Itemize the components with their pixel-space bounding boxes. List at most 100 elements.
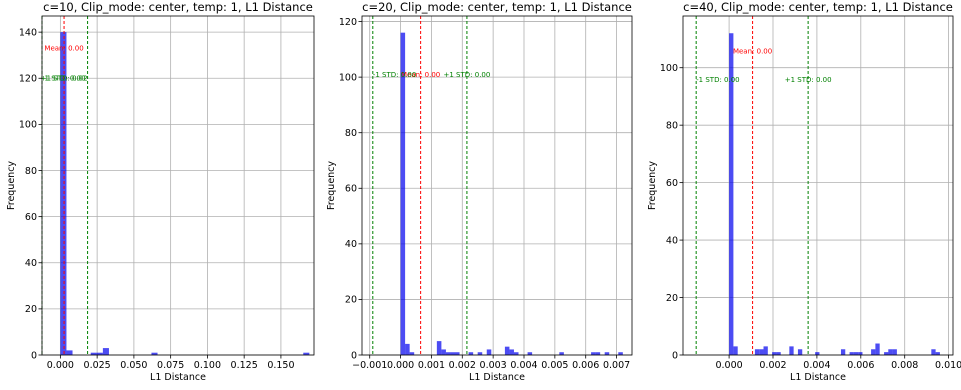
histogram-bar	[853, 352, 859, 355]
histogram-bar	[884, 352, 889, 355]
histogram-bar	[871, 349, 876, 355]
x-tick-label: 0.010	[935, 360, 961, 371]
y-tick-label: 80	[345, 128, 357, 139]
histogram-bar	[559, 352, 564, 355]
histogram-bar	[504, 346, 510, 355]
y-tick-label: 100	[660, 63, 678, 74]
y-tick-label: 60	[345, 184, 357, 195]
y-tick-label: 80	[666, 120, 678, 131]
x-tick-label: 0.000	[715, 360, 742, 371]
y-tick-label: 80	[25, 166, 37, 177]
y-tick-label: 0	[31, 350, 37, 361]
x-tick-label: 0.002	[759, 360, 786, 371]
histogram-bar	[436, 341, 442, 355]
x-tick-label: 0.150	[267, 360, 294, 371]
histogram-bar	[400, 32, 406, 356]
y-tick-label: 60	[25, 212, 37, 223]
x-tick-label: 0.008	[891, 360, 918, 371]
histogram-bar	[409, 352, 415, 355]
histogram-bar	[763, 346, 768, 355]
y-tick-label: 140	[19, 27, 37, 38]
y-tick-label: 100	[19, 120, 37, 131]
histogram-bar	[60, 32, 67, 356]
x-axis-label: L1 Distance	[150, 372, 206, 383]
chart-panel-1: Mean: 0.00 -1 STD: 0.00+1 STD: 0.02 0.000 0…	[6, 0, 315, 383]
histogram-bar	[445, 352, 451, 355]
y-tick-label: 20	[345, 295, 357, 306]
std-label: -1 STD: 0.00	[42, 75, 85, 83]
histogram-bar	[840, 349, 846, 355]
histogram-bar	[66, 350, 73, 355]
histogram-bar	[935, 352, 940, 355]
mean-label: Mean: 0.00	[733, 47, 772, 55]
histogram-bar	[797, 349, 803, 355]
x-axis-label: L1 Distance	[790, 372, 846, 383]
x-tick-label: 0.075	[157, 360, 184, 371]
histogram-bar	[405, 343, 410, 355]
x-tick-label: 0.006	[572, 360, 599, 371]
std-label: +1 STD: 0.02	[41, 75, 88, 83]
histogram-bar	[477, 352, 483, 355]
histogram-bar	[789, 346, 794, 355]
histogram-bar	[604, 352, 610, 355]
histogram-bar	[754, 349, 760, 355]
histogram-bar	[450, 352, 456, 355]
histogram-bar	[815, 352, 820, 355]
histogram-bar	[455, 352, 460, 355]
histogram-bar	[90, 352, 97, 355]
y-tick-label: 120	[339, 17, 357, 28]
histogram-bar	[759, 349, 764, 355]
y-tick-label: 40	[345, 239, 357, 250]
histogram-bar	[591, 352, 596, 355]
histogram-bar	[527, 352, 533, 355]
histogram-bar	[776, 352, 781, 355]
x-tick-label: 0.005	[541, 360, 568, 371]
y-tick-label: 40	[666, 235, 678, 246]
plot-frame	[41, 15, 315, 356]
y-axis-label: Frequency	[6, 161, 17, 210]
x-tick-label: 0.002	[449, 360, 476, 371]
x-tick-label: 0.004	[510, 360, 537, 371]
x-tick-label: −0.001	[352, 360, 387, 371]
y-tick-label: 20	[666, 293, 678, 304]
std-label: +1 STD: 0.00	[444, 71, 491, 79]
x-axis-label: L1 Distance	[469, 372, 525, 383]
chart-title: c=10, Clip_mode: center, temp: 1, L1 Dis…	[43, 0, 313, 14]
x-tick-label: 0.000	[47, 360, 74, 371]
y-tick-label: 60	[666, 178, 678, 189]
histogram-bar	[733, 346, 738, 355]
std-label: -1 STD: 0.00	[696, 76, 739, 84]
x-tick-label: 0.100	[194, 360, 221, 371]
chart-panel-3: Mean: 0.00 -1 STD: 0.00 +1 STD: 0.00 0.000 0…	[647, 0, 961, 383]
histogram-bar	[151, 352, 158, 355]
x-tick-label: 0.006	[847, 360, 874, 371]
x-tick-label: 0.125	[231, 360, 258, 371]
chart-title: c=20, Clip_mode: center, temp: 1, L1 Dis…	[362, 0, 632, 14]
histogram-bar	[892, 349, 897, 355]
histogram-bar	[468, 352, 474, 355]
plot-frame	[361, 15, 633, 356]
histogram-bar	[595, 352, 601, 355]
x-tick-label: 0.007	[603, 360, 630, 371]
y-tick-label: 0	[672, 350, 678, 361]
mean-label: Mean: 0.00	[44, 45, 83, 53]
x-tick-label: 0.025	[84, 360, 111, 371]
histogram-bar	[849, 352, 854, 355]
histogram-bar	[772, 352, 777, 355]
histogram-bar	[513, 352, 519, 355]
x-tick-label: 0.004	[803, 360, 830, 371]
histogram-bar	[888, 349, 893, 355]
x-tick-label: 0.001	[418, 360, 445, 371]
histogram-bar	[486, 349, 492, 355]
histogram-bar	[96, 352, 103, 355]
y-tick-label: 100	[339, 72, 357, 83]
y-tick-label: 20	[25, 304, 37, 315]
std-label: +1 STD: 0.00	[785, 76, 832, 84]
histogram-bar	[858, 352, 863, 355]
chart-panel-2: Mean: 0.00-1 STD: 0.00 +1 STD: 0.00 −0.001…	[326, 0, 633, 383]
histogram-bar	[303, 352, 310, 355]
histogram-bar	[729, 33, 734, 355]
histogram-bar	[102, 348, 109, 355]
plot-frame	[682, 15, 954, 356]
